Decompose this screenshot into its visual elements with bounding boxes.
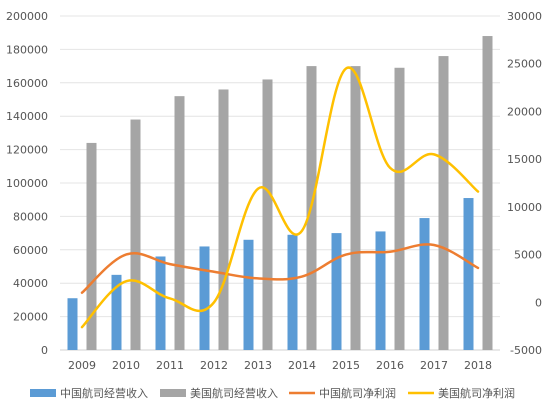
left-axis-tick-label: 0 bbox=[41, 344, 48, 357]
x-axis-tick-label: 2009 bbox=[68, 359, 96, 372]
x-axis-tick-label: 2018 bbox=[464, 359, 492, 372]
bar bbox=[463, 198, 474, 350]
right-axis-ticks: -5000 0 5000 10000 15000 20000 25000 30000 bbox=[507, 10, 542, 357]
bar bbox=[394, 67, 405, 351]
series-line bbox=[80, 66, 480, 329]
x-axis-tick-label: 2010 bbox=[112, 359, 140, 372]
bars bbox=[67, 36, 493, 351]
x-axis-tick-label: 2014 bbox=[288, 359, 316, 372]
bar bbox=[199, 246, 210, 350]
bar bbox=[243, 239, 254, 350]
legend-label: 中国航司净利润 bbox=[319, 386, 396, 400]
bar bbox=[86, 142, 97, 350]
bar bbox=[350, 66, 361, 350]
right-axis-tick-label: 0 bbox=[535, 296, 542, 309]
right-axis-tick-label: 10000 bbox=[507, 201, 542, 214]
left-axis-tick-label: 80000 bbox=[13, 210, 48, 223]
legend-label: 美国航司经营收入 bbox=[190, 386, 278, 400]
bar bbox=[262, 79, 273, 351]
x-axis-tick-label: 2017 bbox=[420, 359, 448, 372]
bar bbox=[111, 274, 122, 350]
right-axis-tick-label: -5000 bbox=[510, 344, 542, 357]
x-axis-tick-label: 2011 bbox=[156, 359, 184, 372]
left-axis-tick-label: 160000 bbox=[6, 77, 48, 90]
left-axis-tick-label: 180000 bbox=[6, 43, 48, 56]
legend-swatch bbox=[30, 389, 56, 397]
x-axis-tick-label: 2016 bbox=[376, 359, 404, 372]
bar bbox=[419, 218, 430, 350]
bar bbox=[287, 234, 298, 350]
bar bbox=[155, 256, 166, 350]
right-axis-tick-label: 5000 bbox=[514, 249, 542, 262]
bar bbox=[67, 298, 78, 350]
left-axis-tick-label: 100000 bbox=[6, 177, 48, 190]
bar bbox=[482, 36, 493, 350]
left-axis-tick-label: 120000 bbox=[6, 144, 48, 157]
x-axis-tick-label: 2015 bbox=[332, 359, 360, 372]
bar bbox=[174, 96, 185, 350]
left-axis-tick-label: 140000 bbox=[6, 110, 48, 123]
x-axis-ticks: 2009 2010 2011 2012 2013 2014 2015 2016 2017 2018 bbox=[68, 359, 492, 372]
legend-swatch bbox=[160, 389, 186, 397]
right-axis-tick-label: 15000 bbox=[507, 153, 542, 166]
left-axis-tick-label: 20000 bbox=[13, 311, 48, 324]
x-axis-tick-label: 2012 bbox=[200, 359, 228, 372]
left-axis-tick-label: 40000 bbox=[13, 277, 48, 290]
right-axis-tick-label: 20000 bbox=[507, 105, 542, 118]
right-axis-tick-label: 25000 bbox=[507, 58, 542, 71]
bar bbox=[331, 233, 342, 350]
series-lines bbox=[80, 66, 480, 329]
series-line bbox=[80, 243, 480, 294]
left-axis-tick-label: 60000 bbox=[13, 244, 48, 257]
left-axis-ticks: 0 20000 40000 60000 80000 100000 120000 140000 1… bbox=[6, 10, 48, 357]
legend: 中国航司经营收入 美国航司经营收入 中国航司净利润 美国航司净利润 bbox=[30, 386, 515, 400]
bar bbox=[218, 89, 229, 350]
left-axis-tick-label: 200000 bbox=[6, 10, 48, 23]
bar bbox=[438, 56, 449, 351]
legend-label: 中国航司经营收入 bbox=[60, 386, 148, 400]
bar bbox=[130, 119, 141, 350]
x-axis-tick-label: 2013 bbox=[244, 359, 272, 372]
bar bbox=[375, 231, 386, 350]
legend-label: 美国航司净利润 bbox=[438, 386, 515, 400]
right-axis-tick-label: 30000 bbox=[507, 10, 542, 23]
